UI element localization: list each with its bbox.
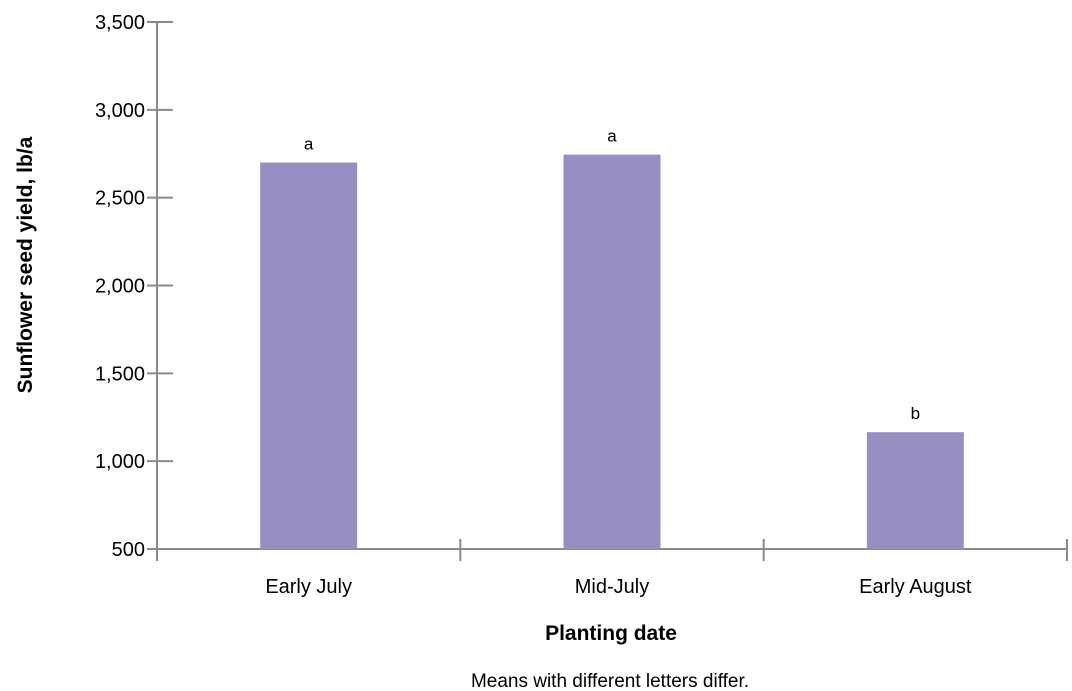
x-axis-title: Planting date (545, 622, 677, 645)
y-tick-label: 3,000 (95, 100, 145, 122)
x-tick-label: Mid-July (575, 576, 649, 598)
x-tick-label: Early August (859, 576, 972, 598)
bar (260, 162, 358, 550)
x-tick-label: Early July (265, 576, 352, 598)
bar (563, 154, 661, 549)
bar-significance-label: a (304, 135, 314, 154)
chart-footnote: Means with different letters differ. (471, 671, 749, 691)
y-axis: 500 1,000 1,500 2,000 2,500 3,000 3,500 (95, 12, 173, 561)
y-tick-label: 1,500 (95, 363, 145, 385)
y-axis-title: Sunflower seed yield, lb/a (14, 136, 37, 393)
bars (260, 154, 964, 550)
y-tick-label: 1,000 (95, 451, 145, 473)
y-tick-label: 2,500 (95, 188, 145, 210)
bar (866, 432, 964, 549)
y-tick-label: 500 (112, 539, 145, 561)
y-tick-label: 2,000 (95, 276, 145, 298)
bar-labels: a a b (304, 127, 920, 424)
bar-significance-label: a (607, 127, 617, 146)
bar-significance-label: b (911, 404, 920, 423)
y-tick-label: 3,500 (95, 12, 145, 34)
